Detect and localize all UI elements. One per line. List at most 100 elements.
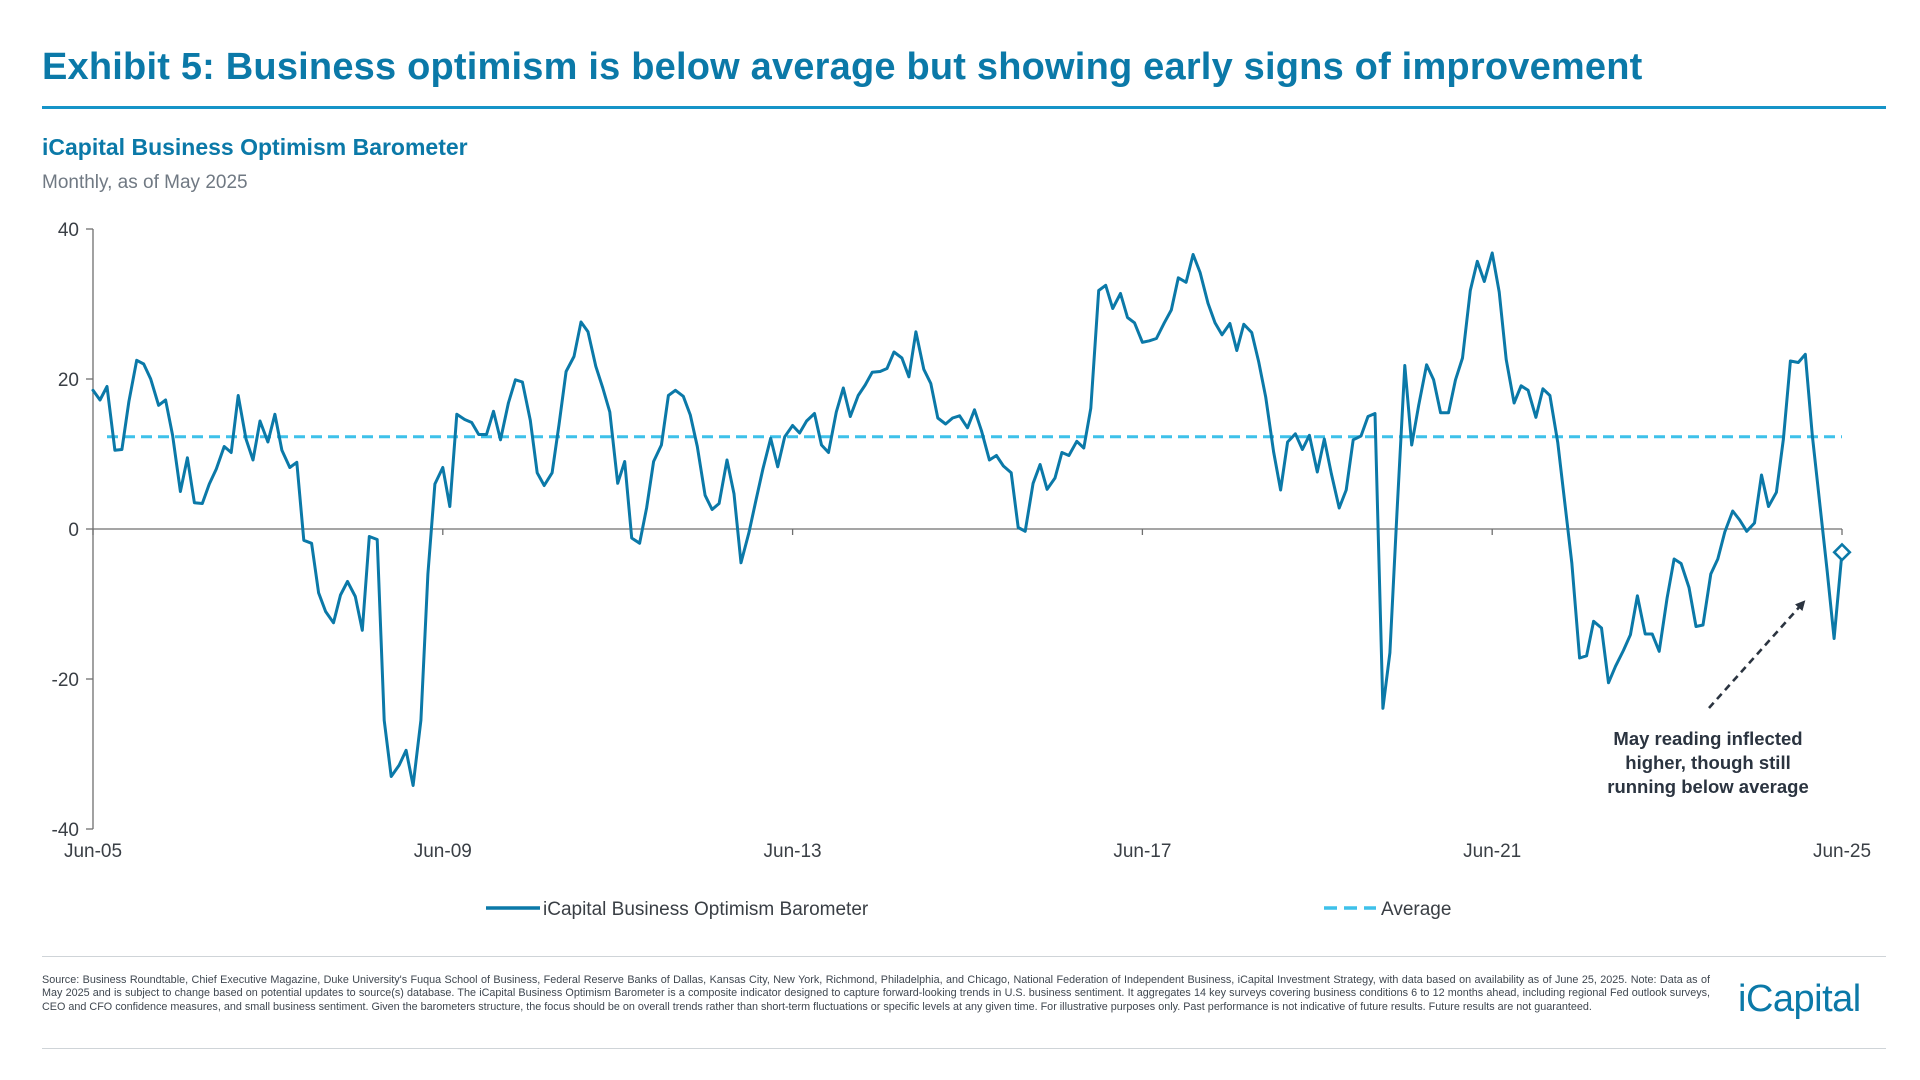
data-point	[485, 433, 488, 436]
data-point	[1395, 512, 1399, 516]
data-point	[798, 431, 801, 435]
data-point	[1126, 316, 1129, 319]
data-point	[1228, 322, 1232, 325]
data-point	[564, 370, 568, 373]
barometer-series-line	[91, 251, 1844, 787]
data-point	[1425, 363, 1428, 366]
data-point	[105, 385, 109, 388]
data-point	[988, 458, 991, 462]
data-point	[448, 505, 451, 508]
x-tick-label: Jun-13	[764, 841, 822, 862]
data-point	[411, 784, 415, 787]
data-point	[696, 445, 699, 448]
data-point	[980, 429, 983, 432]
title-divider	[42, 106, 1886, 109]
data-point	[1388, 651, 1392, 654]
data-point	[1235, 349, 1239, 352]
data-point	[1272, 450, 1275, 453]
data-point	[419, 719, 423, 722]
data-point	[689, 413, 692, 417]
data-point	[1622, 649, 1625, 652]
data-point	[1097, 289, 1100, 292]
data-point	[995, 454, 998, 457]
data-point	[1679, 562, 1683, 565]
data-point	[477, 433, 480, 436]
icapital-logo: iCapital	[1738, 978, 1861, 1020]
data-point	[1825, 569, 1829, 572]
data-point	[354, 595, 357, 598]
data-point	[1279, 488, 1282, 492]
data-point	[1133, 321, 1136, 324]
data-point	[1053, 476, 1057, 480]
data-point	[645, 506, 648, 510]
data-point	[944, 422, 947, 426]
data-point	[776, 465, 779, 468]
legend: iCapital Business Optimism Barometer Ave…	[486, 899, 1451, 920]
data-point	[1832, 637, 1836, 640]
data-point	[266, 440, 270, 444]
data-point	[1184, 281, 1188, 284]
data-point	[892, 350, 896, 354]
exhibit-title: Exhibit 5: Business optimism is below av…	[42, 46, 1643, 88]
data-point	[1600, 626, 1603, 630]
data-point	[936, 416, 939, 420]
data-point	[1701, 623, 1705, 627]
data-point	[973, 408, 976, 411]
data-point	[1585, 654, 1588, 657]
data-point	[849, 415, 852, 418]
data-point	[1563, 501, 1567, 504]
data-point	[1723, 530, 1727, 534]
data-point	[835, 410, 838, 414]
data-point	[1330, 472, 1333, 475]
data-point	[1505, 358, 1508, 361]
data-point	[1570, 561, 1574, 564]
data-point	[732, 492, 736, 495]
data-point	[280, 449, 284, 452]
data-point	[1141, 341, 1144, 344]
data-point	[805, 419, 808, 423]
data-point	[1075, 440, 1079, 443]
data-point	[747, 531, 751, 534]
data-point	[1526, 389, 1530, 392]
data-point	[324, 610, 327, 613]
data-point	[1045, 488, 1049, 491]
data-point	[579, 320, 583, 324]
data-point	[98, 398, 102, 402]
data-point	[966, 426, 969, 429]
data-point	[1694, 625, 1698, 628]
data-point	[1753, 521, 1756, 525]
data-point	[339, 593, 342, 597]
data-point	[1512, 401, 1516, 405]
data-point	[1636, 594, 1639, 597]
data-point	[1469, 289, 1472, 292]
data-point	[1155, 337, 1158, 340]
data-point	[1454, 378, 1457, 381]
data-point	[1373, 412, 1377, 415]
data-point	[1294, 432, 1297, 435]
data-point	[601, 386, 604, 390]
data-point	[127, 400, 131, 403]
data-point	[383, 719, 386, 722]
data-point	[1206, 302, 1210, 305]
data-point	[1089, 407, 1093, 410]
data-point	[368, 535, 371, 538]
data-point	[536, 471, 539, 474]
data-point	[1410, 443, 1413, 447]
data-point	[208, 482, 211, 486]
data-point	[186, 456, 189, 459]
data-point	[1775, 491, 1778, 494]
data-point	[492, 410, 495, 413]
data-point	[783, 435, 786, 438]
data-point	[857, 394, 860, 397]
data-point	[237, 394, 240, 397]
chart-subtitle: iCapital Business Optimism Barometer	[42, 134, 468, 160]
data-point	[273, 413, 277, 416]
data-point	[623, 460, 626, 463]
data-point	[1381, 707, 1385, 710]
data-point	[1483, 280, 1486, 283]
data-point	[164, 398, 167, 402]
data-point	[1163, 321, 1166, 324]
data-point	[1177, 276, 1180, 279]
data-point	[1338, 506, 1341, 510]
data-point	[739, 561, 743, 564]
